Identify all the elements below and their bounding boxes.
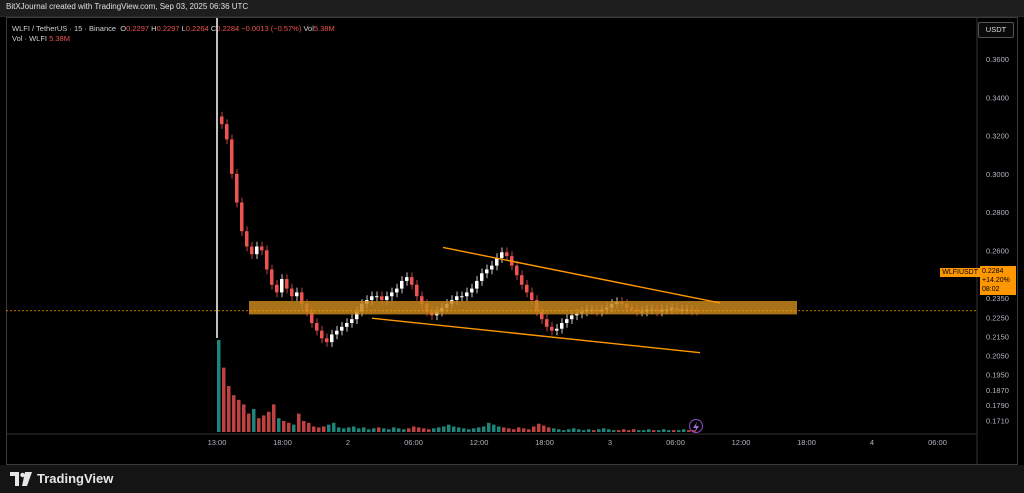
- symbol-price-tag: WLFIUSDT: [940, 268, 980, 277]
- close-label: C: [210, 24, 217, 33]
- vol-label: Vol: [303, 24, 314, 33]
- open-label: O: [120, 24, 127, 33]
- currency-button[interactable]: USDT: [978, 22, 1014, 38]
- vol-value: 5.38M: [313, 24, 335, 33]
- volume-indicator-value: 5.38M: [49, 34, 70, 43]
- symbol-title[interactable]: WLFI / TetherUS · 15 · Binance: [12, 24, 117, 33]
- change-value: −0.0013 (−0.57%): [241, 24, 302, 33]
- last-price-change: +14.20%: [982, 277, 1010, 284]
- low-value: 0.2264: [185, 24, 209, 33]
- open-value: 0.2297: [126, 24, 150, 33]
- tradingview-logo[interactable]: TradingView: [10, 471, 113, 486]
- tradingview-brand: TradingView: [37, 471, 114, 486]
- bar-countdown: 08:02: [982, 286, 1000, 293]
- symbol-legend: WLFI / TetherUS · 15 · Binance O0.2297 H…: [12, 24, 335, 44]
- volume-indicator-label[interactable]: Vol · WLFI: [12, 34, 48, 43]
- last-price: 0.2284: [982, 268, 1004, 275]
- low-label: L: [181, 24, 186, 33]
- chart-frame[interactable]: [6, 17, 1018, 465]
- close-value: 0.2284: [216, 24, 240, 33]
- attribution-bar: BitXJournal created with TradingView.com…: [0, 0, 1024, 17]
- attribution-text: BitXJournal created with TradingView.com…: [6, 2, 249, 11]
- last-price-box: 0.2284 +14.20% 08:02: [980, 266, 1016, 295]
- high-label: H: [151, 24, 157, 33]
- tradingview-logo-icon: [10, 471, 32, 486]
- high-value: 0.2297: [156, 24, 180, 33]
- bolt-icon[interactable]: [689, 419, 703, 433]
- footer-bar: TradingView: [0, 465, 1024, 493]
